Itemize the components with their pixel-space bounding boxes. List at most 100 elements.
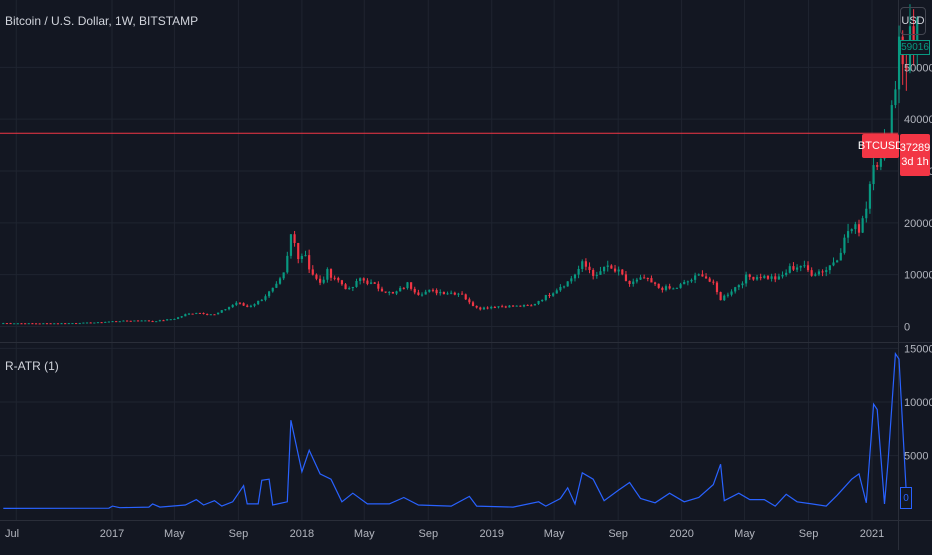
candle-body [861, 218, 864, 233]
candle-body [249, 305, 252, 307]
candle-body [169, 319, 172, 321]
candle [235, 301, 238, 307]
candle-body [763, 275, 766, 279]
candle [905, 54, 908, 91]
candle [774, 273, 777, 283]
candle-body [322, 279, 325, 283]
candle [344, 282, 347, 290]
candle [417, 289, 420, 296]
candle-body [348, 288, 351, 290]
candle [395, 290, 398, 296]
candle [38, 323, 41, 325]
candle-body [359, 278, 362, 281]
currency-button[interactable]: USD [900, 7, 926, 35]
candle [315, 273, 318, 281]
candle-body [814, 274, 817, 276]
candle [333, 275, 336, 281]
candle-body [562, 286, 566, 288]
candle [56, 323, 59, 325]
candle-body [734, 287, 737, 292]
candle-body [828, 265, 831, 271]
candles-layer [2, 4, 919, 325]
candle-body [690, 279, 693, 282]
x-tick-label: Sep [608, 528, 628, 540]
candle [304, 250, 307, 257]
candle [639, 274, 642, 281]
candle [60, 322, 63, 325]
candle [912, 9, 915, 66]
candle-body [351, 286, 354, 289]
candle [497, 306, 500, 309]
candle-body [610, 265, 613, 269]
candle [71, 323, 74, 325]
candle-body [632, 281, 635, 284]
candle [206, 313, 209, 316]
candle [541, 299, 544, 303]
candle [202, 312, 205, 315]
candle-body [268, 291, 271, 297]
candle-body [482, 307, 486, 310]
candle [846, 223, 850, 244]
candle-body [486, 307, 489, 309]
candle-body [428, 289, 431, 292]
candle-body [796, 267, 799, 270]
candle-body [544, 295, 547, 300]
candle-body [380, 288, 384, 292]
candle [380, 286, 384, 292]
candle [861, 215, 864, 234]
candle [34, 323, 38, 325]
candle [100, 322, 103, 324]
candle [748, 273, 751, 280]
candle-body [202, 312, 205, 314]
candle [67, 322, 70, 325]
candle-body [402, 287, 405, 289]
candle-body [406, 282, 409, 289]
candle-body [395, 291, 398, 294]
candle [533, 303, 537, 306]
candle [9, 322, 12, 325]
candle [278, 276, 282, 285]
candle [857, 219, 861, 237]
candle-body [362, 278, 365, 281]
candle [104, 321, 107, 323]
candle-body [657, 283, 660, 288]
candle [53, 323, 56, 325]
candle [308, 249, 311, 274]
candle-body [460, 293, 464, 295]
candle-body [868, 184, 872, 209]
candle-body [686, 281, 689, 283]
candle-body [431, 289, 435, 291]
candle-body [56, 323, 59, 325]
candle-body [162, 320, 165, 322]
candle [610, 264, 613, 269]
candle-body [519, 305, 522, 307]
candle [260, 298, 263, 302]
candle [504, 305, 507, 309]
candle [755, 274, 759, 281]
candle-body [792, 266, 795, 270]
candle [522, 304, 526, 308]
candle [195, 312, 198, 315]
candle-body [715, 282, 719, 293]
candle [828, 265, 831, 274]
candle-body [231, 304, 234, 308]
candle [282, 272, 285, 281]
candle [734, 286, 737, 294]
candle-body [27, 323, 30, 325]
candle [486, 306, 489, 310]
candle [180, 315, 183, 319]
x-tick-label: 2021 [860, 528, 884, 540]
candle-body [683, 281, 686, 285]
indicator-label[interactable]: R-ATR (1) [5, 359, 59, 373]
candle [289, 234, 293, 259]
candle-body [64, 323, 67, 325]
candle-body [257, 300, 260, 305]
candle-body [129, 320, 132, 322]
candle-body [511, 305, 515, 307]
high-price-tag: 59016 [900, 40, 930, 55]
candle-body [340, 280, 344, 285]
candle-body [694, 275, 697, 280]
candle-body [857, 224, 861, 233]
